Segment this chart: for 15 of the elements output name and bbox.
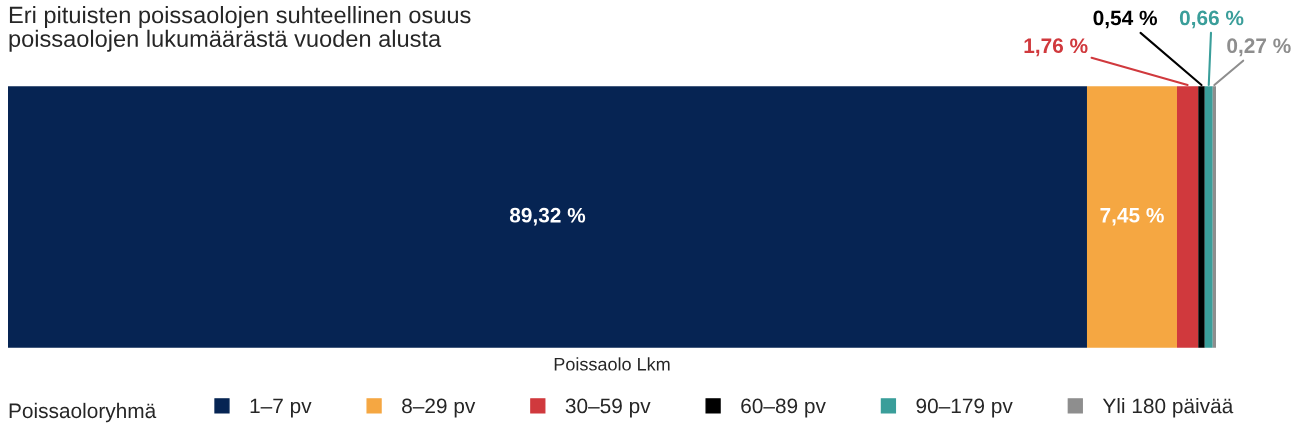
legend-label: 60–89 pv <box>741 398 826 418</box>
data-label: 0,27 % <box>1227 38 1291 57</box>
legend-label: Yli 180 päivää <box>1102 398 1234 418</box>
x-axis-title: Poissaolo Lkm <box>554 357 670 371</box>
data-label: 89,32 % <box>509 207 586 226</box>
legend-title: Poissaoloryhmä <box>9 402 157 423</box>
chart-title: Eri pituisten poissaolojen suhteellinen osuus poissaolojen lukumäärästä vuoden alusta <box>9 6 471 52</box>
data-label: 7,45 % <box>1100 207 1164 226</box>
legend-label: 90–179 pv <box>916 398 1013 418</box>
data-label: 0,54 % <box>1093 10 1157 29</box>
legend-label: 8–29 pv <box>402 398 476 418</box>
legend-label: 1–7 pv <box>250 398 312 418</box>
legend-label: 30–59 pv <box>565 398 651 418</box>
data-label: 1,76 % <box>1024 38 1088 57</box>
data-label: 0,66 % <box>1179 10 1244 29</box>
